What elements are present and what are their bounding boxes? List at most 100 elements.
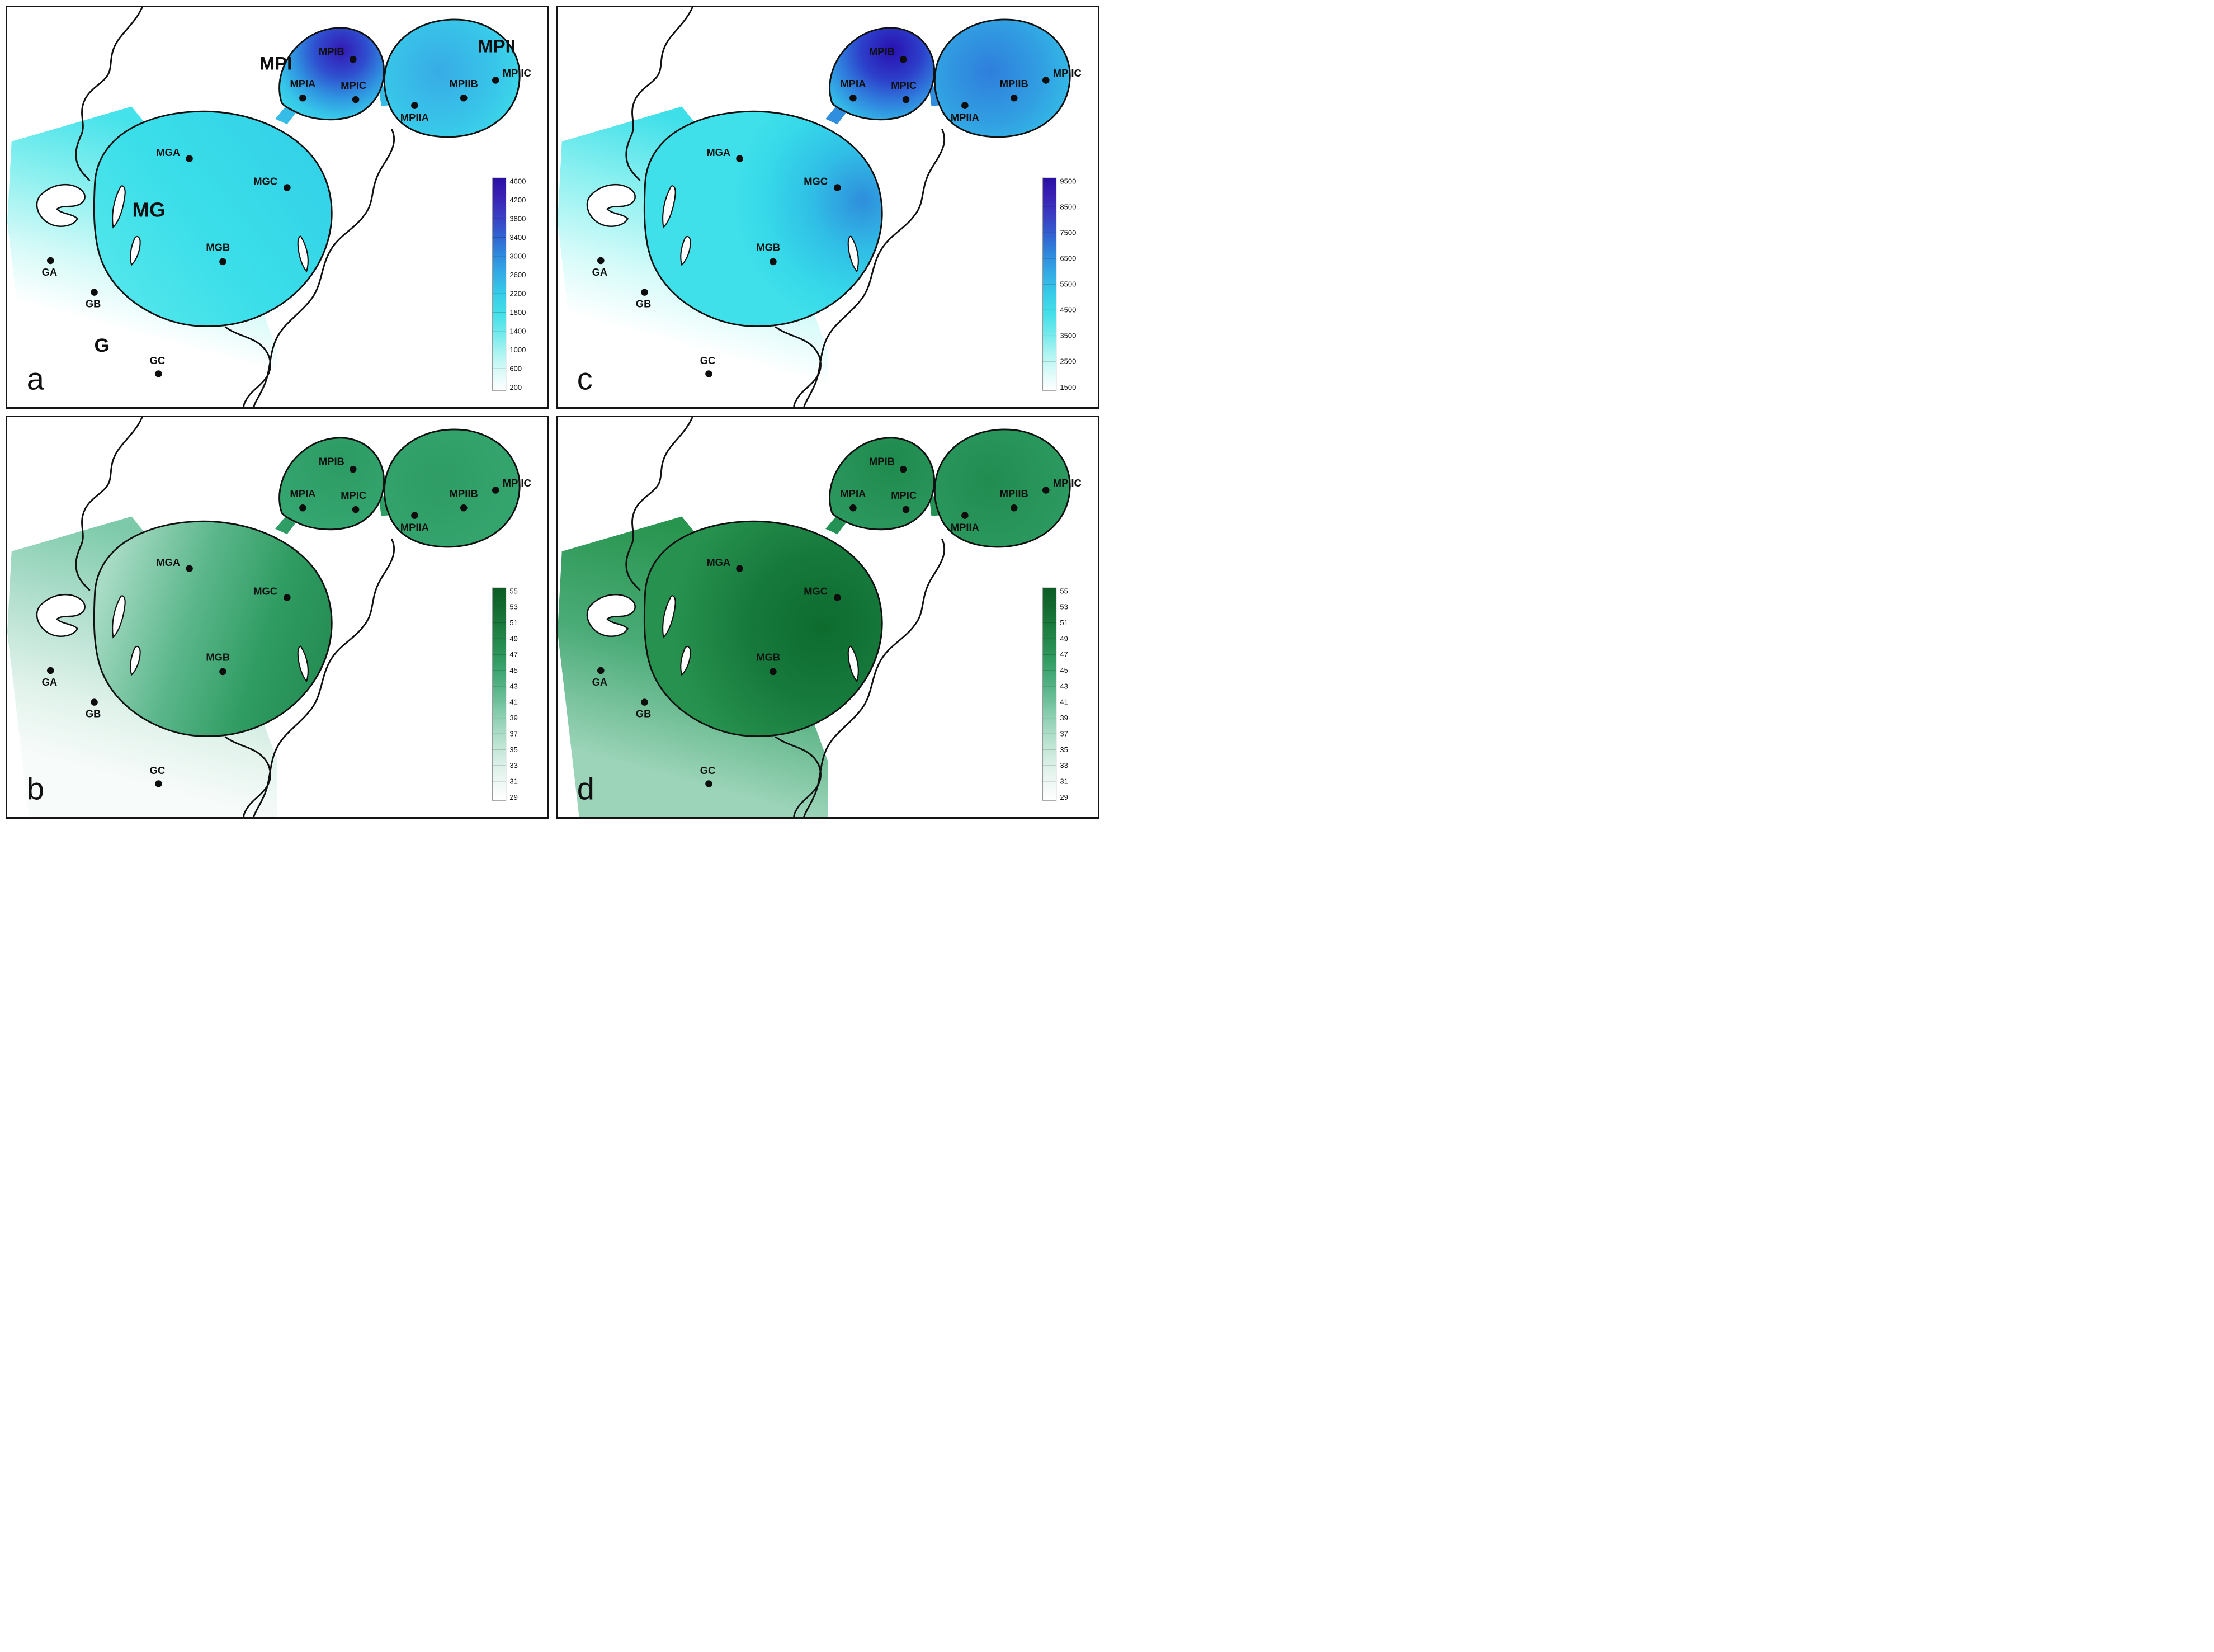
basin-mg: [93, 520, 333, 737]
basin-mpi: [829, 27, 935, 121]
legend-tick-label: 49: [1060, 634, 1068, 643]
basin-mpi: [829, 437, 935, 531]
legend-tick-label: 47: [1060, 650, 1068, 659]
station-label-GC: GC: [700, 764, 716, 776]
legend-tick-label: 51: [1060, 619, 1068, 627]
station-dot-GA: [47, 257, 54, 265]
station-label-MPIC: MPIC: [341, 489, 366, 501]
legend-tick-label: 49: [509, 634, 518, 643]
station-dot-MPIB: [349, 55, 357, 63]
station-dot-MGA: [186, 155, 193, 162]
station-dot-MGC: [834, 184, 841, 191]
station-label-GC: GC: [150, 355, 166, 366]
basin-mg: [93, 110, 333, 327]
basin-mpi: [278, 437, 385, 531]
station-dot-GB: [641, 289, 648, 296]
panel-b: MPIA MPIB MPIC MPIIA MPIIB MPIIC MGA MGC MGB GA GB…: [6, 416, 549, 819]
legend-tick-label: 29: [1060, 793, 1068, 801]
island-west-2: [130, 645, 141, 676]
station-label-GA: GA: [592, 266, 608, 278]
legend-tick-label: 35: [509, 745, 518, 754]
station-label-MPIIA: MPIIA: [400, 112, 429, 124]
station-dot-MPIIA: [961, 102, 969, 109]
legend-tick-label: 5500: [1060, 280, 1076, 289]
coastline-south: [224, 326, 271, 407]
station-label-MPIIC: MPIIC: [1053, 477, 1082, 489]
station-dot-GA: [597, 257, 605, 265]
station-dot-MPIIB: [460, 504, 468, 512]
legend-tick-label: 9500: [1060, 177, 1076, 185]
basin-mpii: [933, 18, 1071, 138]
coastline-northwest: [75, 7, 143, 181]
legend-tick-label: 2500: [1060, 357, 1076, 366]
legend-tick-label: 53: [1060, 603, 1068, 611]
station-dot-MGC: [284, 594, 291, 601]
legend-tick-label: 55: [1060, 587, 1068, 595]
peninsula-hook: [586, 183, 636, 227]
station-label-GB: GB: [86, 298, 101, 310]
legend-tick-label: 4600: [509, 177, 526, 185]
coastline-south: [775, 736, 822, 817]
figure-grid: MPIA MPIB MPIC MPIIA MPIIB MPIIC MGA MGC MGB GA GB…: [0, 0, 1105, 824]
station-dot-MGA: [186, 565, 193, 572]
station-dot-GC: [155, 370, 162, 377]
legend-tick-label: 3500: [1060, 332, 1076, 340]
panel-c: MPIA MPIB MPIC MPIIA MPIIB MPIIC MGA MGC MGB GA GB…: [556, 6, 1099, 409]
legend: 55 53 51 49 47 45 43 41 39 37 35 33 31 29: [492, 587, 518, 801]
legend-tick-label: 39: [1060, 714, 1068, 722]
station-label-MGB: MGB: [206, 242, 230, 253]
basin-mg: [643, 110, 883, 327]
legend-tick-label: 3800: [509, 214, 526, 223]
station-dot-GA: [47, 667, 54, 674]
island-west-2: [680, 235, 691, 266]
map-panel-d: MPIA MPIB MPIC MPIIA MPIIB MPIIC MGA MGC MGB GA GB…: [558, 417, 1082, 817]
station-dot-MPIIC: [492, 487, 499, 494]
legend-tick-label: 47: [509, 650, 518, 659]
station-label-MGC: MGC: [253, 586, 277, 597]
station-dot-MPIIC: [492, 77, 499, 84]
legend-tick-label: 37: [1060, 729, 1068, 738]
station-dot-MGB: [770, 258, 777, 266]
station-label-MPIB: MPIB: [869, 45, 895, 57]
station-label-MGC: MGC: [804, 586, 828, 597]
station-label-MPIIC: MPIIC: [503, 477, 531, 489]
legend-tick-label: 37: [509, 729, 518, 738]
legend-colorbar: [492, 177, 507, 391]
station-dot-MPIA: [849, 504, 857, 512]
legend-tick-label: 31: [1060, 777, 1068, 785]
island-west-1: [662, 185, 676, 229]
station-dot-MPIIB: [460, 94, 468, 102]
station-dot-MPIB: [899, 465, 907, 473]
station-dot-MPIA: [299, 94, 306, 102]
island-west-2: [680, 645, 691, 676]
station-label-MPIIA: MPIIA: [400, 522, 429, 534]
station-label-MGB: MGB: [756, 242, 780, 253]
basin-mpii: [383, 18, 521, 138]
station-label-MGB: MGB: [206, 652, 230, 663]
legend-tick-label: 51: [509, 619, 518, 627]
basin-mg: [643, 520, 883, 737]
legend-tick-label: 200: [509, 383, 522, 391]
station-label-MPIIB: MPIIB: [1000, 78, 1028, 89]
island-east-sliver: [297, 645, 309, 683]
legend-tick-label: 1000: [509, 346, 526, 354]
station-label-MPIA: MPIA: [290, 488, 315, 499]
legend-tick-label: 45: [1060, 666, 1068, 674]
coastline-south: [224, 736, 271, 817]
legend-tick-label: 600: [509, 364, 522, 372]
island-east-sliver: [847, 645, 859, 683]
map-panel-b: MPIA MPIB MPIC MPIIA MPIIB MPIIC MGA MGC MGB GA GB…: [7, 417, 531, 817]
station-dot-MGB: [219, 258, 226, 266]
station-label-GC: GC: [150, 764, 166, 776]
legend: 55 53 51 49 47 45 43 41 39 37 35 33 31 29: [1042, 587, 1068, 801]
map-panel-c: MPIA MPIB MPIC MPIIA MPIIB MPIIC MGA MGC MGB GA GB…: [558, 7, 1082, 407]
legend: 4600 4200 3800 3400 3000 2600 2200 1800 1400 1000…: [492, 177, 526, 391]
region-label-mpi: MPI: [259, 53, 292, 73]
legend-tick-label: 39: [509, 714, 518, 722]
coastline-northwest: [625, 7, 693, 181]
station-dot-MPIB: [899, 55, 907, 63]
station-label-GB: GB: [636, 708, 652, 720]
legend-tick-label: 45: [509, 666, 518, 674]
station-dot-MPIIB: [1010, 94, 1018, 102]
station-dot-GB: [91, 698, 98, 706]
